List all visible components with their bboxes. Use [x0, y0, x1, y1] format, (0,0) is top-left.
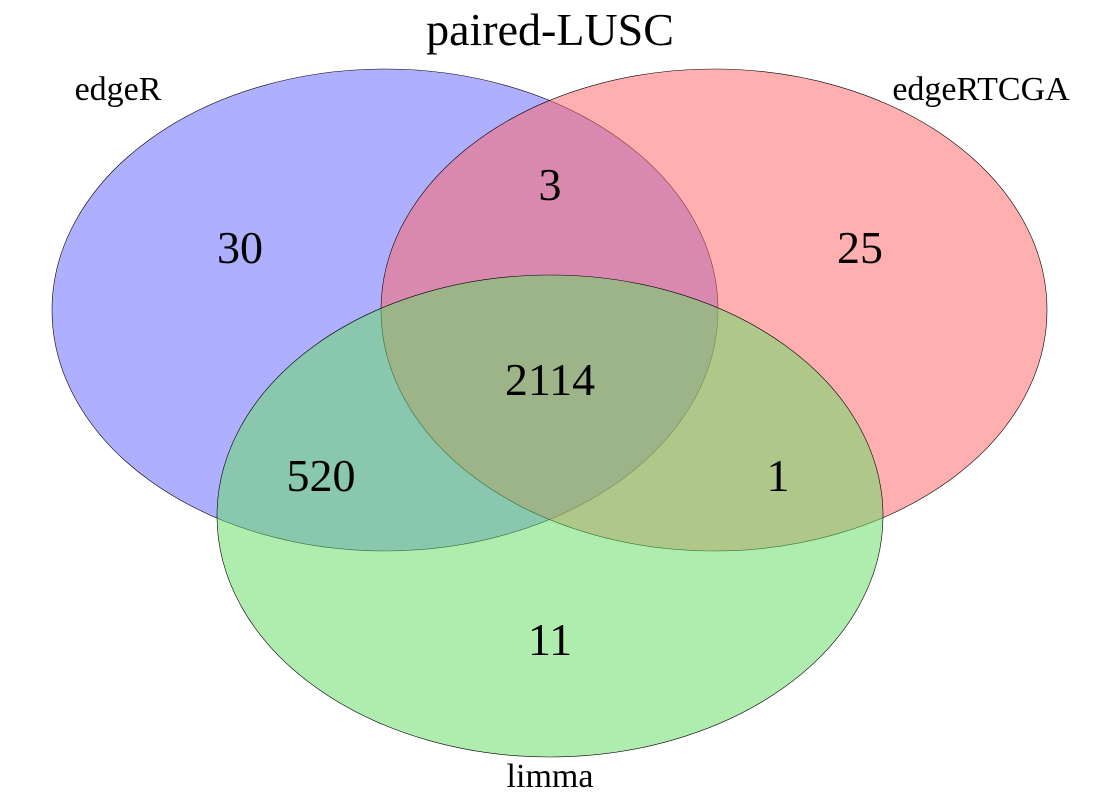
- count-limma-only: 11: [528, 614, 572, 665]
- diagram-title: paired-LUSC: [426, 4, 674, 55]
- count-edger-edgertcga: 3: [539, 159, 562, 210]
- count-all-three: 2114: [505, 354, 595, 405]
- set-label-limma: limma: [507, 758, 594, 795]
- set-circle-limma: [216, 274, 884, 758]
- set-label-edgertcga: edgeRTCGA: [892, 71, 1070, 108]
- set-label-edger: edgeR: [75, 71, 162, 108]
- count-edger-only: 30: [217, 222, 263, 273]
- count-edgertcga-only: 25: [837, 222, 883, 273]
- count-edgertcga-limma: 1: [767, 450, 790, 501]
- count-edger-limma: 520: [287, 450, 356, 501]
